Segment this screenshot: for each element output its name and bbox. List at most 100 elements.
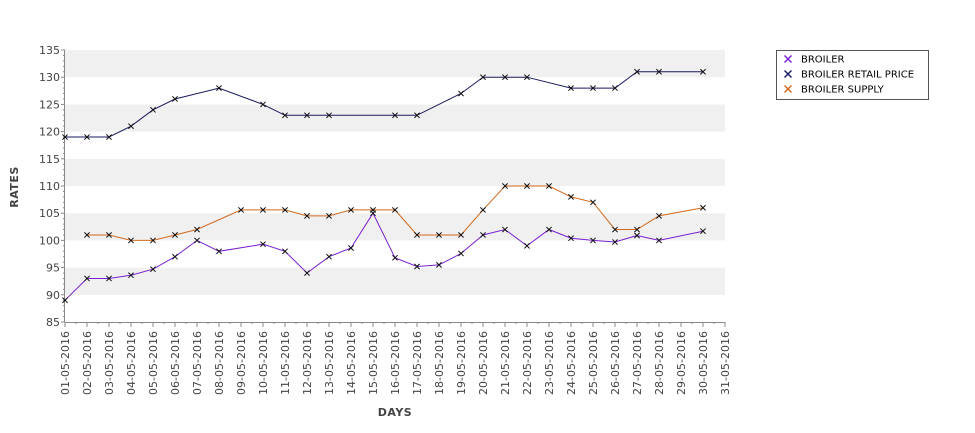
legend: BROILER BROILER RETAIL PRICE BROILER SUPPL…: [776, 50, 929, 100]
point-marker-stroke: [194, 226, 200, 233]
data-point-broiler: [194, 237, 200, 244]
grid-band: [65, 50, 725, 78]
data-point-broiler-supply: [392, 206, 398, 213]
x-tick-label: 26-05-2016: [609, 331, 622, 395]
point-marker-stroke: [568, 235, 574, 242]
point-marker-stroke: [458, 250, 464, 257]
point-marker-stroke: [700, 68, 706, 75]
point-marker-stroke: [480, 206, 486, 213]
x-tick-label: 31-05-2016: [719, 331, 732, 395]
data-point-broiler-retail-price: [700, 68, 706, 75]
data-point-broiler-supply: [150, 237, 156, 244]
point-marker-stroke: [106, 134, 112, 140]
data-point-broiler: [502, 226, 508, 233]
point-marker-stroke: [546, 226, 552, 233]
point-marker-stroke: [326, 212, 332, 219]
y-tick-label: 110: [39, 180, 60, 193]
y-tick-label: 100: [39, 234, 60, 247]
point-marker-stroke: [172, 96, 178, 102]
point-marker-stroke: [612, 85, 618, 92]
point-marker-stroke: [304, 270, 310, 276]
x-tick-label: 22-05-2016: [521, 331, 534, 395]
y-tick-label: 115: [39, 153, 60, 166]
data-point-broiler-retail-price: [326, 112, 332, 119]
data-point-broiler-supply: [700, 204, 706, 211]
x-tick-label: 28-05-2016: [653, 331, 666, 395]
x-tick-label: 03-05-2016: [103, 331, 116, 395]
point-marker-stroke: [590, 199, 596, 206]
data-point-broiler: [568, 235, 574, 242]
data-point-broiler-supply: [458, 232, 464, 238]
x-tick-label: 23-05-2016: [543, 331, 556, 395]
data-point-broiler: [172, 253, 178, 260]
data-point-broiler-retail-price: [590, 85, 596, 92]
data-point-broiler-supply: [480, 206, 486, 213]
series-line-broiler: [64, 212, 704, 301]
y-tick-label: 120: [39, 126, 60, 139]
grid-band: [65, 186, 725, 214]
point-marker-stroke: [260, 101, 266, 108]
data-point-broiler-retail-price: [568, 85, 574, 92]
x-tick-label: 30-05-2016: [697, 331, 710, 395]
data-point-broiler-retail-price: [304, 112, 310, 119]
data-point-broiler-retail-price: [282, 112, 288, 119]
point-marker-stroke: [348, 206, 354, 213]
point-marker-stroke: [106, 232, 112, 238]
data-point-broiler-supply: [502, 183, 508, 189]
point-marker-stroke: [656, 68, 662, 75]
point-marker-stroke: [326, 112, 332, 119]
point-marker-stroke: [700, 204, 706, 211]
data-point-broiler-supply: [128, 237, 134, 244]
grid-band: [65, 240, 725, 268]
x-tick-label: 07-05-2016: [191, 331, 204, 395]
grid-bands: [65, 50, 725, 322]
data-point-broiler: [656, 237, 662, 244]
data-point-broiler: [326, 253, 332, 260]
series-layer: [62, 68, 706, 304]
x-tick-labels: 01-05-2016 02-05-2016 03-05-2016 04-05-2016…: [59, 331, 732, 395]
data-point-broiler-retail-price: [524, 74, 530, 81]
legend-label: BROILER SUPPLY: [801, 85, 885, 96]
point-marker-stroke: [150, 106, 156, 113]
data-point-broiler: [150, 266, 156, 273]
point-marker-stroke: [502, 226, 508, 233]
x-tick-label: 17-05-2016: [411, 331, 424, 395]
data-point-broiler-retail-price: [612, 85, 618, 92]
point-marker-stroke: [128, 272, 134, 279]
point-marker-stroke: [634, 232, 640, 239]
point-marker-stroke: [634, 68, 640, 75]
legend-swatch-broiler: [784, 55, 792, 63]
data-point-broiler: [260, 241, 266, 248]
point-marker-stroke: [326, 253, 332, 260]
point-marker-stroke: [216, 248, 222, 255]
x-tick-label: 04-05-2016: [125, 331, 138, 395]
point-marker-stroke: [84, 232, 90, 238]
point-marker-stroke: [458, 90, 464, 97]
y-tick-label: 90: [46, 289, 60, 302]
data-point-broiler-supply: [84, 232, 90, 238]
data-point-broiler-supply: [590, 199, 596, 206]
point-marker-stroke: [568, 193, 574, 200]
y-tick-label: 135: [39, 44, 60, 57]
grid-band: [65, 294, 725, 322]
point-marker-stroke: [700, 228, 706, 235]
point-marker-stroke: [392, 206, 398, 213]
data-point-broiler-supply: [260, 206, 266, 213]
data-point-broiler-supply: [524, 183, 530, 189]
x-tick-label: 27-05-2016: [631, 331, 644, 395]
data-point-broiler-retail-price: [480, 74, 486, 81]
data-point-broiler: [634, 232, 640, 239]
point-marker-stroke: [282, 248, 288, 255]
point-marker-stroke: [84, 134, 90, 140]
data-point-broiler: [480, 232, 486, 238]
x-tick-label: 05-05-2016: [147, 331, 160, 395]
data-point-broiler-retail-price: [458, 90, 464, 97]
point-marker-stroke: [524, 74, 530, 81]
data-point-broiler-retail-price: [634, 68, 640, 75]
data-point-broiler-supply: [326, 212, 332, 219]
point-marker-stroke: [568, 85, 574, 92]
point-marker-stroke: [590, 237, 596, 244]
x-tick-label: 15-05-2016: [367, 331, 380, 395]
x-tick-label: 18-05-2016: [433, 331, 446, 395]
